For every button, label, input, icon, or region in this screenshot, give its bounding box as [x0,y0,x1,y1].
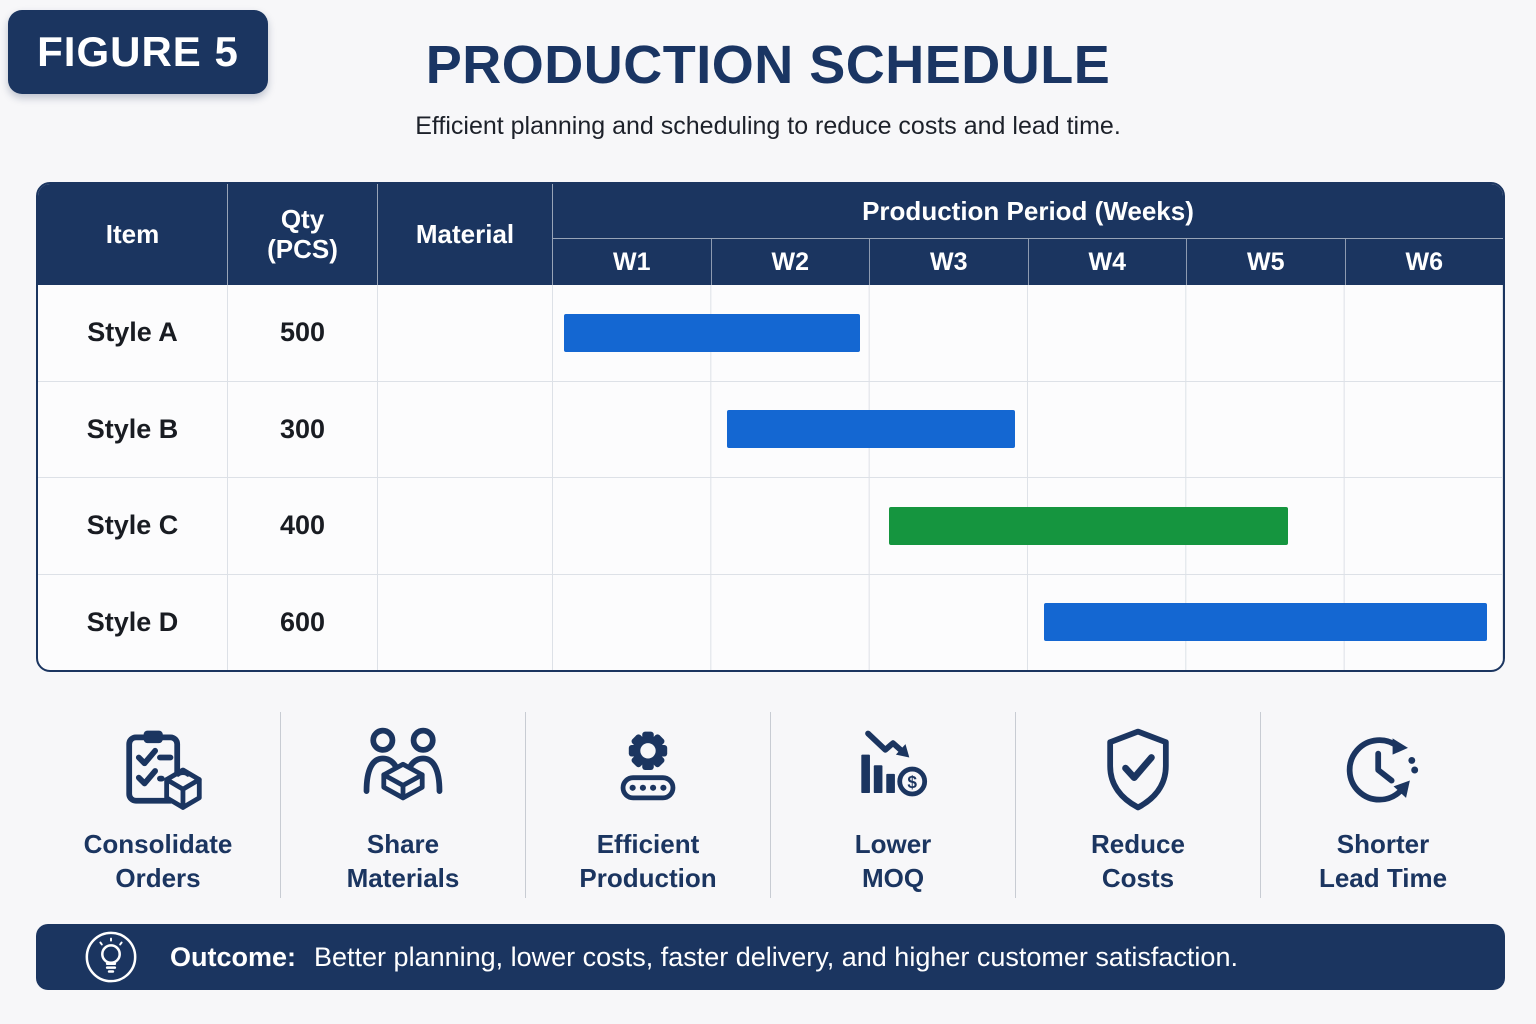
row-qty: 600 [228,574,378,670]
gantt-bar-style-a [564,313,861,352]
header-week-row: W1 W2 W3 W4 W5 W6 [553,239,1503,285]
row-material [378,381,553,477]
clipboard-box-icon [110,718,206,822]
row-gantt-area [553,381,1503,477]
header-item: Item [38,184,228,285]
outcome-label: Outcome: [170,941,297,972]
header-material: Material [378,184,553,285]
page-subtitle: Efficient planning and scheduling to red… [415,112,1121,140]
feature-lower-moq: $ Lower MOQ [770,712,1015,898]
figure-badge: FIGURE 5 [8,10,268,94]
row-gantt-area [553,574,1503,670]
table-row: Style C 400 [38,477,1503,574]
header-week-2: W2 [712,239,870,285]
clock-cycle-icon [1335,718,1431,822]
benefits-row: Consolidate Orders Share Materials [36,712,1505,898]
row-item-name: Style A [38,285,228,381]
header-week-3: W3 [870,239,1029,285]
row-qty: 500 [228,285,378,381]
header-qty-line2: (PCS) [267,233,338,264]
row-gantt-area [553,285,1503,381]
feature-share-materials: Share Materials [280,712,525,898]
row-gantt-area [553,478,1503,574]
feature-label: Share Materials [346,829,460,893]
row-item-name: Style B [38,381,228,477]
lightbulb-icon [82,928,140,986]
header-week-1: W1 [553,239,712,285]
header-weeks-group: Production Period (Weeks) W1 W2 W3 W4 W5… [553,184,1503,285]
row-material [378,574,553,670]
row-qty: 400 [228,478,378,574]
outcome-text: Better planning, lower costs, faster del… [314,941,1238,972]
row-material [378,285,553,381]
feature-label: Reduce Costs [1091,829,1185,893]
gear-conveyor-icon [600,718,696,822]
row-material [378,478,553,574]
people-sharing-box-icon [355,718,451,822]
header-qty-line1: Qty [280,203,325,234]
row-qty: 300 [228,381,378,477]
feature-label: Efficient Production [579,829,717,893]
header-production-period: Production Period (Weeks) [553,184,1503,239]
table-row: Style B 300 [38,380,1503,477]
header-week-4: W4 [1029,239,1187,285]
svg-text:$: $ [907,772,917,792]
feature-consolidate-orders: Consolidate Orders [36,712,280,898]
page-title: PRODUCTION SCHEDULE [425,35,1111,95]
table-row: Style A 500 [38,285,1503,381]
header-week-6: W6 [1405,247,1444,276]
outcome-bar: Outcome: Better planning, lower costs, f… [36,924,1505,990]
production-schedule-table: Item Qty (PCS) Material Production Perio… [36,182,1505,672]
feature-label: Lower MOQ [854,829,932,893]
feature-label: Shorter Lead Time [1318,829,1448,893]
figure-badge-label: FIGURE 5 [37,28,239,75]
gantt-bar-style-d [1043,603,1488,642]
gantt-bar-style-c [888,506,1288,545]
declining-bars-dollar-icon: $ [845,718,941,822]
gantt-bar-style-b [727,410,1016,449]
header-week-5: W5 [1187,239,1346,285]
row-item-name: Style D [38,574,228,670]
feature-shorter-lead-time: Shorter Lead Time [1260,712,1505,898]
shield-check-icon [1090,718,1186,822]
row-item-name: Style C [38,478,228,574]
feature-efficient-production: Efficient Production [525,712,770,898]
table-body: Style A 500 Style B 300 Style C 400 Styl… [38,285,1503,670]
feature-reduce-costs: Reduce Costs [1015,712,1260,898]
table-header: Item Qty (PCS) Material Production Perio… [38,184,1503,285]
table-row: Style D 600 [38,573,1503,670]
feature-label: Consolidate Orders [83,829,233,893]
header-qty: Qty (PCS) [228,184,378,285]
page-header: PRODUCTION SCHEDULE Efficient planning a… [0,34,1536,141]
